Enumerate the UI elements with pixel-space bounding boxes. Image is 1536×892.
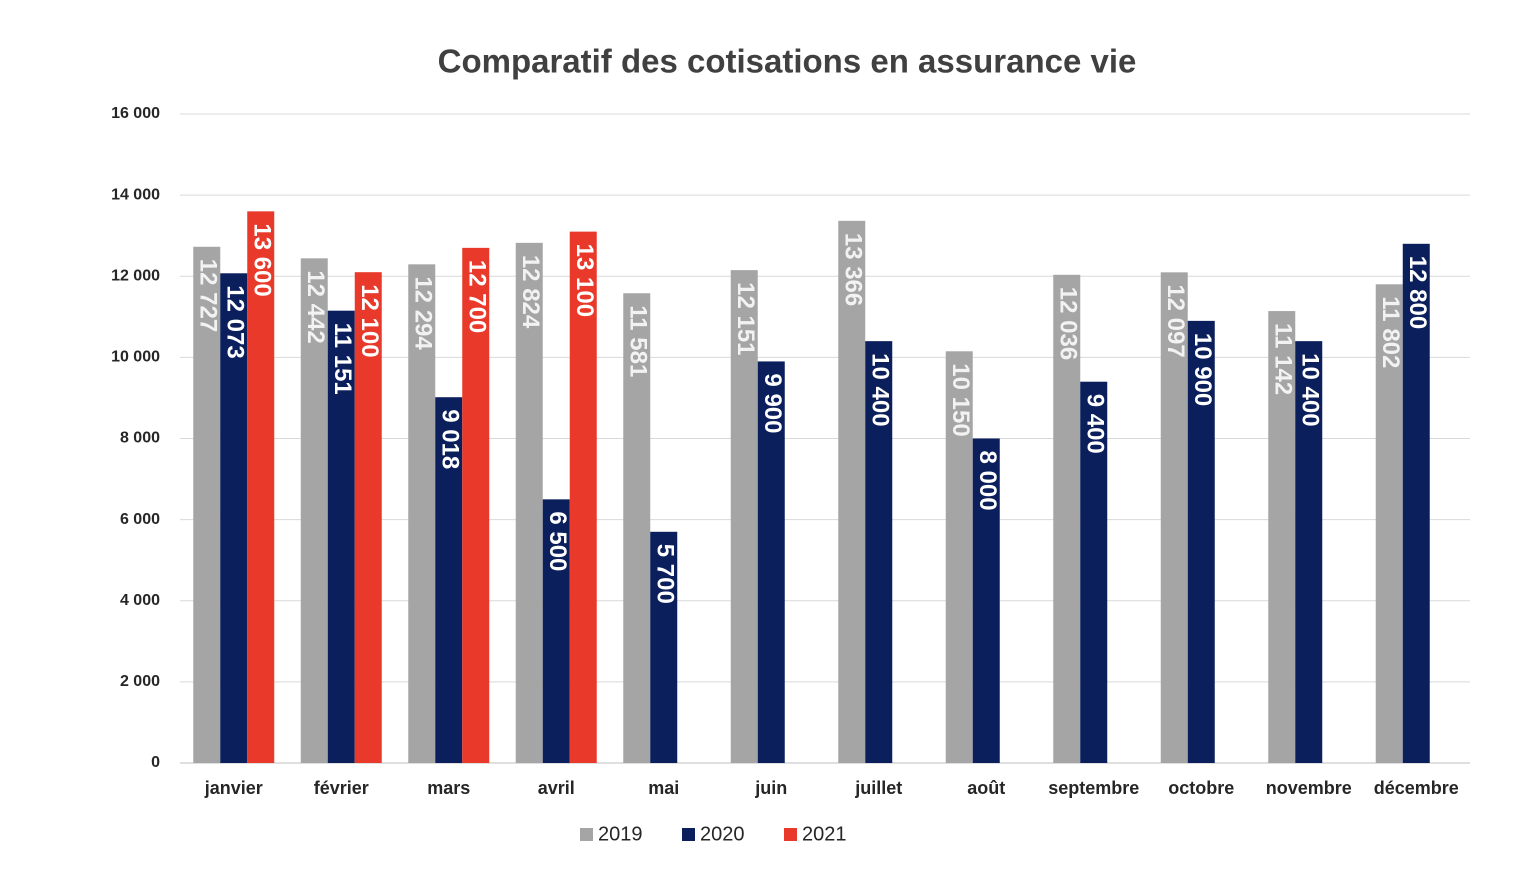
bar — [408, 264, 436, 763]
legend-swatch — [580, 828, 593, 841]
legend-label: 2021 — [802, 823, 847, 845]
bar — [757, 361, 785, 763]
data-label: 13 600 — [248, 223, 275, 296]
y-tick-label: 4 000 — [120, 592, 160, 609]
bar — [220, 273, 248, 763]
bar — [542, 499, 570, 763]
bar — [730, 270, 758, 763]
x-tick-label: février — [314, 778, 369, 798]
data-label: 10 400 — [1296, 353, 1323, 426]
y-tick-label: 2 000 — [120, 673, 160, 690]
x-tick-label: décembre — [1374, 778, 1459, 798]
data-label: 12 727 — [194, 259, 221, 332]
x-tick-label: janvier — [204, 778, 263, 798]
bar — [327, 310, 355, 763]
data-label: 9 900 — [759, 373, 786, 433]
y-tick-label: 6 000 — [120, 511, 160, 528]
data-label: 10 150 — [947, 363, 974, 436]
x-tick-label: novembre — [1266, 778, 1352, 798]
y-tick-label: 16 000 — [111, 105, 160, 122]
x-tick-label: août — [967, 778, 1005, 798]
data-label: 12 700 — [463, 260, 490, 333]
y-tick-label: 8 000 — [120, 430, 160, 447]
data-label: 10 900 — [1189, 333, 1216, 406]
legend-swatch — [682, 828, 695, 841]
bar — [435, 397, 463, 763]
bar — [945, 351, 973, 763]
x-tick-label: septembre — [1048, 778, 1139, 798]
bar — [1187, 320, 1215, 763]
legend-label: 2020 — [700, 823, 745, 845]
data-label: 5 700 — [651, 544, 678, 604]
y-tick-label: 12 000 — [111, 267, 160, 284]
data-label: 12 100 — [356, 284, 383, 357]
x-tick-label: mai — [648, 778, 679, 798]
bar — [1295, 341, 1323, 763]
bar — [1160, 272, 1188, 763]
data-label: 11 802 — [1377, 296, 1404, 368]
y-tick-label: 10 000 — [111, 349, 160, 366]
data-label: 6 500 — [544, 511, 571, 571]
data-label: 11 142 — [1269, 323, 1296, 395]
data-label: 11 151 — [329, 323, 356, 395]
bar — [462, 247, 490, 763]
data-label: 13 366 — [839, 233, 866, 306]
data-label: 12 824 — [517, 255, 544, 329]
bar — [838, 220, 866, 764]
bar — [972, 438, 1000, 763]
data-label: 9 400 — [1081, 394, 1108, 454]
bar — [1402, 243, 1430, 764]
x-tick-label: juillet — [854, 778, 902, 798]
y-tick-label: 0 — [151, 754, 160, 771]
y-tick-label: 14 000 — [111, 186, 160, 203]
bar — [650, 531, 678, 763]
bar — [569, 231, 597, 764]
data-label: 8 000 — [974, 451, 1001, 511]
bar — [300, 258, 328, 763]
bar — [247, 211, 275, 764]
data-label: 12 800 — [1404, 256, 1431, 329]
data-label: 12 294 — [409, 276, 436, 350]
bar — [515, 242, 543, 763]
x-tick-label: octobre — [1168, 778, 1234, 798]
x-tick-label: avril — [538, 778, 575, 798]
bar — [354, 272, 382, 763]
bar — [865, 341, 893, 763]
chart-title: Comparatif des cotisations en assurance … — [438, 43, 1137, 80]
data-label: 10 400 — [866, 353, 893, 426]
data-label: 9 018 — [436, 409, 463, 469]
data-label: 12 151 — [732, 282, 759, 355]
bar — [1053, 274, 1081, 763]
bar — [1375, 284, 1403, 763]
data-label: 12 442 — [302, 270, 329, 343]
data-label: 12 097 — [1162, 284, 1189, 357]
bar — [193, 246, 221, 764]
bar — [1080, 381, 1108, 763]
data-label: 12 036 — [1054, 287, 1081, 360]
legend-label: 2019 — [598, 823, 643, 845]
legend-swatch — [784, 828, 797, 841]
bar — [1268, 311, 1296, 763]
data-label: 11 581 — [624, 305, 651, 377]
data-label: 13 100 — [571, 244, 598, 317]
x-tick-label: juin — [754, 778, 787, 798]
x-tick-label: mars — [427, 778, 470, 798]
bar — [623, 293, 651, 763]
data-label: 12 073 — [221, 285, 248, 358]
